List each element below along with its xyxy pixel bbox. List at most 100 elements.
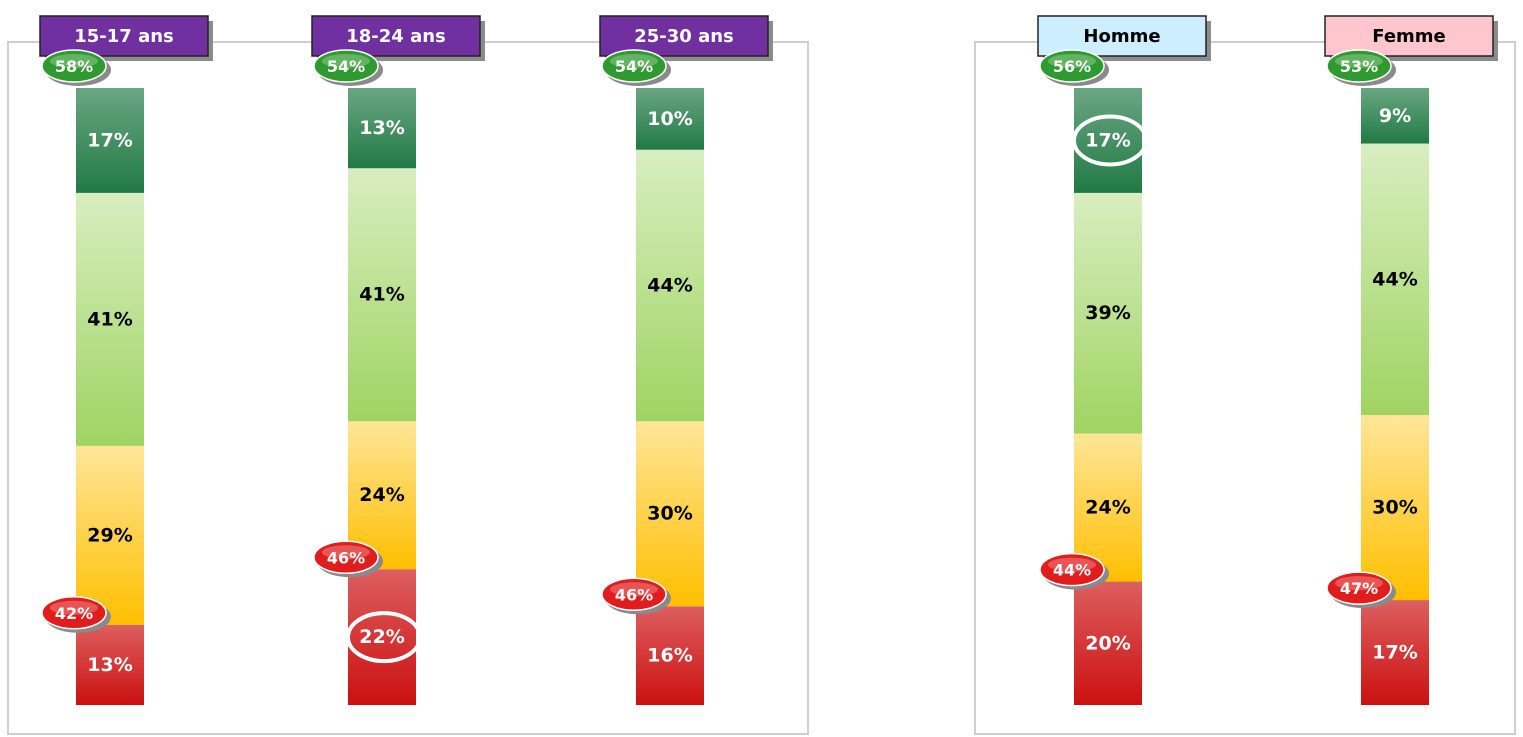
segment-value: 24 [359,484,385,506]
badge-value: 58 [55,57,77,76]
badge-shine [610,54,658,68]
badge-shine [50,54,98,68]
header [1037,15,1207,57]
segment-label: 13% [359,117,405,139]
segment-shine [1361,600,1429,705]
badge [1326,49,1392,83]
badge [313,540,379,575]
segment-value: 9 [1379,104,1392,126]
segment-value: 44 [647,274,673,296]
segment-value: 29 [87,524,113,546]
badge-value: 54 [615,57,637,76]
segment-shine [1074,581,1142,705]
segment-value: 39 [1085,302,1111,324]
badge-label: 56% [1053,57,1091,76]
segment-shine [1361,415,1429,601]
badge-shine [50,600,98,615]
segment-shine [348,168,416,422]
segment-label: 10% [647,107,693,129]
badge [313,49,379,83]
badge-shine [1335,576,1383,591]
segment-shine [636,421,704,607]
badge-shine [610,582,658,597]
segment-value: 13 [87,653,113,675]
segment-shine [76,88,144,193]
badge-label: 44% [1053,560,1091,579]
segment-shine [76,192,144,446]
segment-value: 30 [647,502,673,524]
segment-value: 44 [1372,268,1398,290]
badge [1039,552,1105,587]
segment-label: 41% [359,283,405,305]
badge-shine [1048,54,1096,68]
segment-shine [1361,143,1429,416]
segment-shine [1074,192,1142,434]
badge [1039,49,1105,83]
segment-shine [1074,88,1142,193]
badge [1326,571,1392,605]
highlight-circle [346,611,422,664]
panel-frame [974,41,1516,735]
header-label: 18-24 ans [346,26,446,47]
header-label: Femme [1372,26,1446,47]
header-label: 25-30 ans [634,26,734,47]
segment-label: 24% [1085,496,1131,518]
header [1324,15,1494,57]
badge-label: 47% [1340,579,1378,598]
badge-value: 53 [1340,57,1362,76]
badge-label: 53% [1340,57,1378,76]
segment-label: 9% [1379,104,1411,126]
badge-label: 54% [615,57,653,76]
segment-value: 20 [1085,632,1111,654]
segment-shine [636,606,704,705]
badge [41,49,107,83]
segment-value: 17 [1085,129,1111,151]
segment-label: 44% [1372,268,1418,290]
segment-value: 17 [1372,641,1398,663]
segment-label: 20% [1085,632,1131,654]
badge-shine [1335,54,1383,68]
segment-label: 41% [87,308,133,330]
segment-label: 13% [87,653,133,675]
segment-shine [1361,88,1429,144]
badge-value: 46 [615,585,637,604]
segment-shine [348,88,416,169]
badge [41,596,107,630]
segment-value: 17 [87,129,113,151]
badge [601,577,667,612]
badge-value: 54 [327,57,349,76]
header [599,15,769,57]
segment-value: 41 [359,283,385,305]
badge-label: 54% [327,57,365,76]
badge-value: 46 [327,548,349,567]
header-label: Homme [1083,26,1160,47]
segment-shine [636,88,704,150]
segment-shine [76,445,144,625]
segment-value: 30 [1372,496,1398,518]
badge-label: 46% [615,585,653,604]
header [39,15,209,57]
header [311,15,481,57]
segment-value: 10 [647,107,673,129]
badge [601,49,667,83]
segment-label: 24% [359,484,405,506]
segment-value: 13 [359,117,385,139]
badge-label: 58% [55,57,93,76]
segment-value: 22 [359,626,385,648]
segment-value: 16 [647,644,673,666]
badge-label: 46% [327,548,365,567]
segment-label: 17% [1085,129,1131,151]
segment-label: 17% [1372,641,1418,663]
segment-label: 30% [1372,496,1418,518]
segment-shine [76,624,144,705]
badge-value: 56 [1053,57,1075,76]
badge-shine [322,545,370,560]
highlight-circle [1072,114,1148,167]
segment-label: 17% [87,129,133,151]
segment-label: 29% [87,524,133,546]
segment-shine [348,569,416,705]
header-label: 15-17 ans [74,26,174,47]
badge-shine [1048,557,1096,572]
segment-value: 24 [1085,496,1111,518]
segment-label: 30% [647,502,693,524]
